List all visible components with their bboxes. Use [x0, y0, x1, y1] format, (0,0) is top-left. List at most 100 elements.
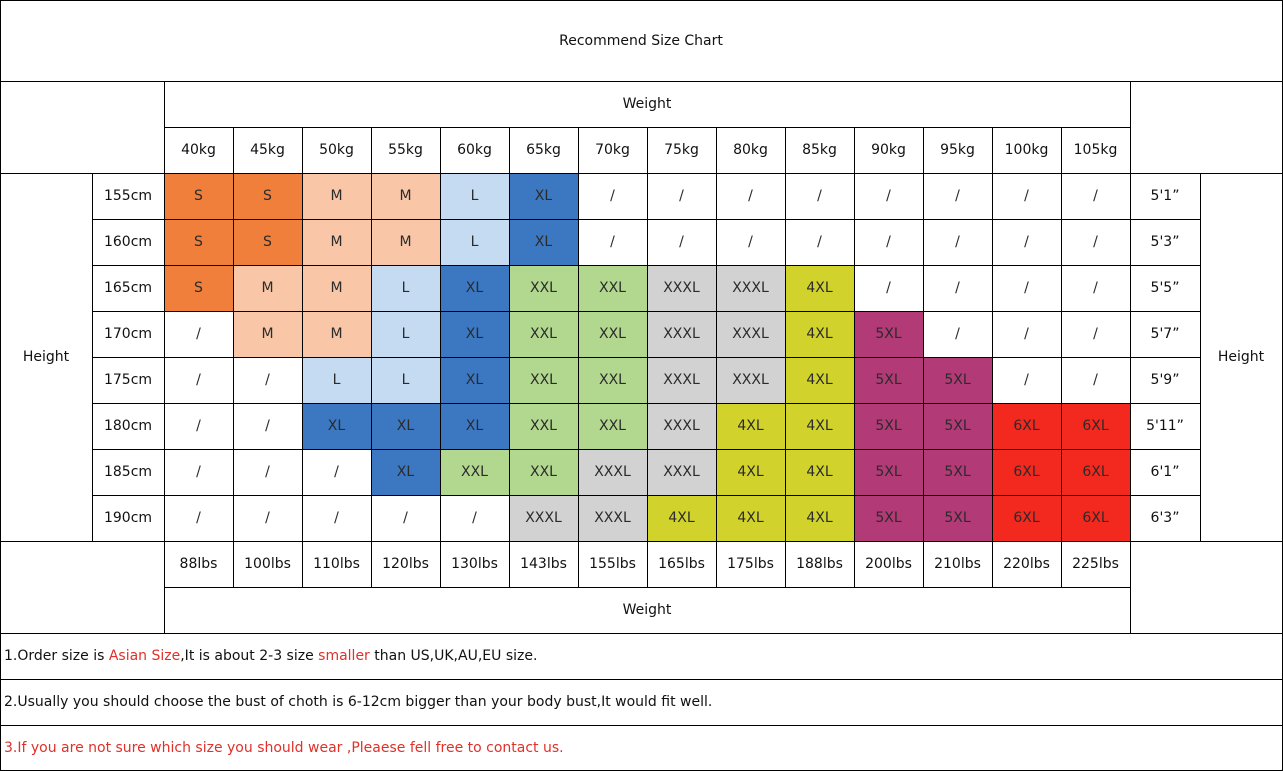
size-cell: / — [578, 173, 647, 219]
grid-line — [0, 725, 1282, 726]
kg-header: 70kg — [595, 142, 630, 158]
size-cell: 4XL — [785, 403, 854, 449]
grid-line — [578, 127, 579, 173]
ft-label: 6'3” — [1150, 510, 1180, 526]
size-cell: XXXL — [647, 403, 716, 449]
size-cell: / — [992, 219, 1061, 265]
kg-header: 40kg — [181, 142, 216, 158]
ft-label: 5'5” — [1150, 280, 1180, 296]
size-cell: 5XL — [854, 357, 923, 403]
weight-label-top: Weight — [622, 96, 672, 112]
size-cell: XXXL — [716, 357, 785, 403]
size-cell: 6XL — [992, 403, 1061, 449]
border-top — [0, 0, 1283, 1]
size-cell: 5XL — [923, 449, 992, 495]
size-cell: / — [785, 219, 854, 265]
grid-line — [371, 541, 372, 587]
size-cell: XXXL — [509, 495, 578, 541]
grid-line — [0, 173, 92, 174]
grid-line — [854, 173, 855, 541]
note-text: 2.Usually you should choose the bust of … — [4, 694, 713, 710]
size-cell: 6XL — [1061, 449, 1130, 495]
size-cell: XXXL — [578, 449, 647, 495]
size-cell: 6XL — [1061, 403, 1130, 449]
size-cell: / — [1061, 357, 1130, 403]
size-cell: / — [233, 357, 302, 403]
size-cell: / — [233, 449, 302, 495]
note-text: Asian Size — [108, 648, 181, 664]
size-cell: 4XL — [716, 495, 785, 541]
grid-line — [92, 403, 1200, 404]
grid-line — [1200, 173, 1282, 174]
grid-line — [785, 127, 786, 173]
size-cell: / — [992, 357, 1061, 403]
size-cell: XXL — [578, 357, 647, 403]
size-cell: / — [923, 173, 992, 219]
size-cell: / — [164, 495, 233, 541]
size-cell: XXXL — [647, 357, 716, 403]
size-cell: / — [785, 173, 854, 219]
grid-line — [0, 81, 1282, 82]
grid-line — [233, 541, 234, 587]
size-cell: / — [992, 173, 1061, 219]
grid-line — [785, 173, 786, 541]
size-cell: / — [440, 495, 509, 541]
cm-label: 180cm — [103, 418, 153, 434]
grid-line — [992, 541, 993, 587]
cm-label: 155cm — [103, 188, 153, 204]
size-cell: 5XL — [923, 357, 992, 403]
grid-line — [92, 265, 1200, 266]
grid-line — [1130, 81, 1131, 633]
grid-line — [923, 541, 924, 587]
grid-line — [716, 173, 717, 541]
size-cell: L — [302, 357, 371, 403]
grid-line — [0, 541, 1282, 542]
size-cell: / — [1061, 173, 1130, 219]
lbs-label: 175lbs — [727, 556, 774, 572]
size-cell: XXXL — [647, 449, 716, 495]
grid-line — [1061, 541, 1062, 587]
size-cell: XXXL — [647, 311, 716, 357]
size-cell: 6XL — [992, 495, 1061, 541]
grid-line — [578, 541, 579, 587]
size-cell: 6XL — [992, 449, 1061, 495]
kg-header: 90kg — [871, 142, 906, 158]
kg-header: 80kg — [733, 142, 768, 158]
size-cell: M — [302, 173, 371, 219]
cm-label: 190cm — [103, 510, 153, 526]
lbs-label: 120lbs — [382, 556, 429, 572]
size-cell: M — [302, 219, 371, 265]
size-cell: / — [233, 403, 302, 449]
border-left — [0, 0, 1, 771]
grid-line — [302, 173, 303, 541]
size-cell: / — [716, 219, 785, 265]
size-cell: XL — [440, 311, 509, 357]
size-cell: / — [164, 403, 233, 449]
size-cell: / — [923, 265, 992, 311]
kg-header: 105kg — [1073, 142, 1118, 158]
size-cell: XXXL — [716, 265, 785, 311]
size-cell: M — [371, 219, 440, 265]
size-cell: XXXL — [716, 311, 785, 357]
lbs-label: 110lbs — [313, 556, 360, 572]
size-cell: / — [992, 265, 1061, 311]
grid-line — [992, 173, 993, 541]
size-cell: / — [854, 219, 923, 265]
size-cell: / — [164, 449, 233, 495]
size-cell: XL — [371, 449, 440, 495]
size-cell: XL — [440, 403, 509, 449]
size-cell: S — [164, 265, 233, 311]
grid-line — [509, 127, 510, 173]
lbs-label: 130lbs — [451, 556, 498, 572]
size-cell: 5XL — [854, 311, 923, 357]
cm-label: 185cm — [103, 464, 153, 480]
weight-label-bottom: Weight — [622, 602, 672, 618]
size-cell: M — [302, 265, 371, 311]
size-cell: 4XL — [785, 357, 854, 403]
size-cell: / — [164, 357, 233, 403]
size-cell: XL — [440, 357, 509, 403]
grid-line — [302, 127, 303, 173]
ft-label: 5'3” — [1150, 234, 1180, 250]
grid-line — [509, 173, 510, 541]
size-cell: L — [440, 173, 509, 219]
